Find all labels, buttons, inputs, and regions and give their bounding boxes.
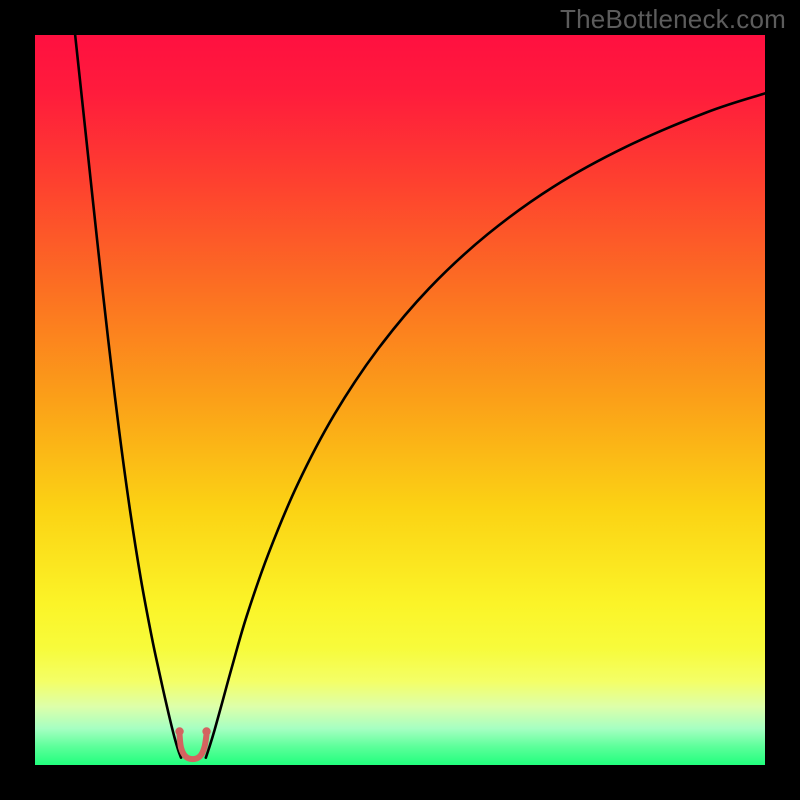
bottleneck-chart [0,0,800,800]
watermark-text: TheBottleneck.com [560,4,786,35]
gradient-background [35,35,765,765]
chart-frame: TheBottleneck.com [0,0,800,800]
